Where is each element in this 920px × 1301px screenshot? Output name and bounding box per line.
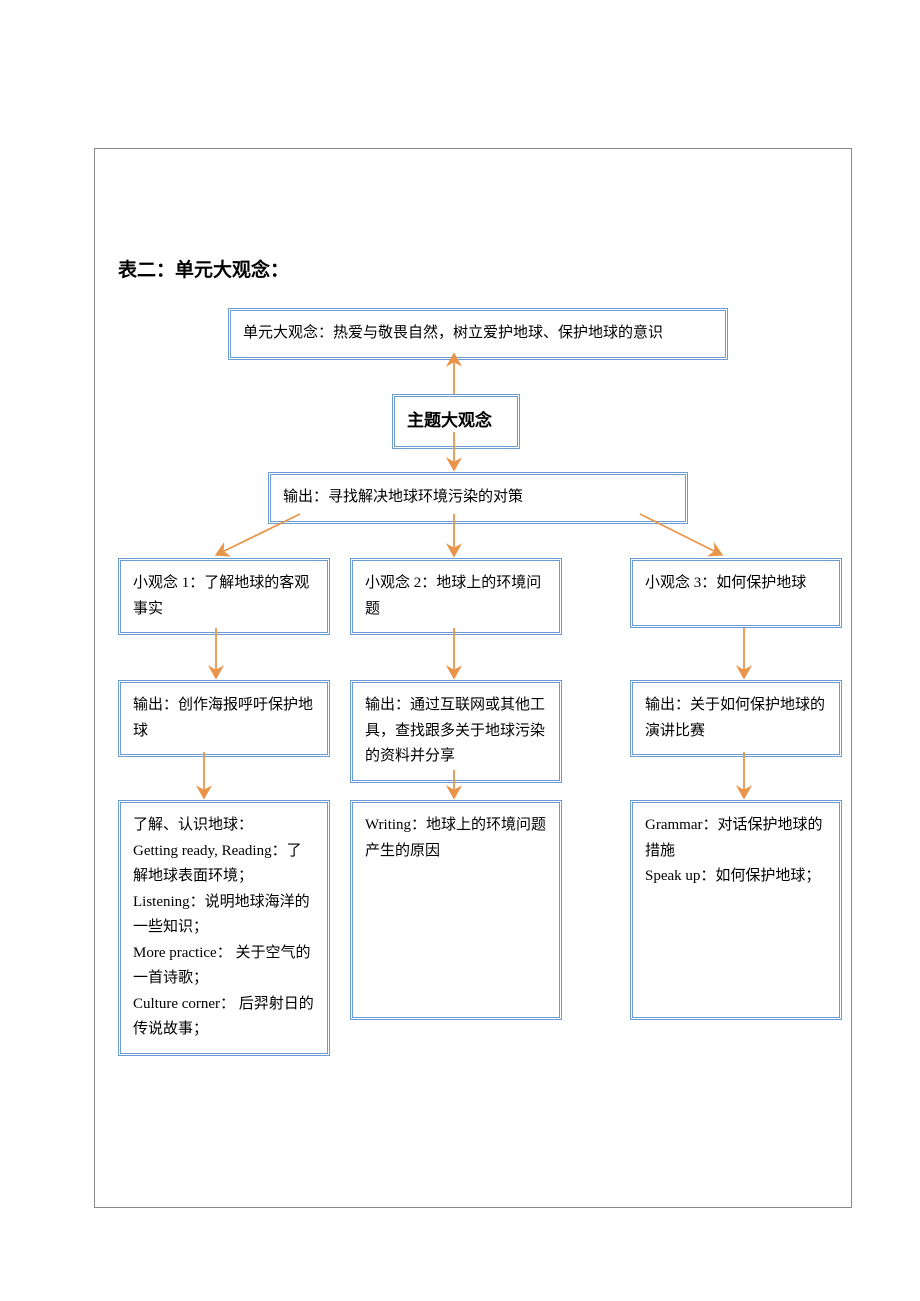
box-sub2: 小观念 2：地球上的环境问题 xyxy=(350,558,562,635)
box-theme: 主题大观念 xyxy=(392,394,520,449)
box-out3: 输出：关于如何保护地球的演讲比赛 xyxy=(630,680,842,757)
box-top-concept: 单元大观念：热爱与敬畏自然，树立爱护地球、保护地球的意识 xyxy=(228,308,728,360)
box-detail1: 了解、认识地球： Getting ready, Reading：了解地球表面环境… xyxy=(118,800,330,1056)
box-out2: 输出：通过互联网或其他工具，查找跟多关于地球污染的资料并分享 xyxy=(350,680,562,783)
box-sub1: 小观念 1：了解地球的客观事实 xyxy=(118,558,330,635)
box-out1: 输出：创作海报呼吁保护地球 xyxy=(118,680,330,757)
section-heading: 表二：单元大观念： xyxy=(118,255,289,282)
box-detail2: Writing：地球上的环境问题产生的原因 xyxy=(350,800,562,1020)
box-output-main: 输出：寻找解决地球环境污染的对策 xyxy=(268,472,688,524)
box-sub3: 小观念 3：如何保护地球 xyxy=(630,558,842,628)
box-detail3: Grammar：对话保护地球的措施 Speak up：如何保护地球； xyxy=(630,800,842,1020)
